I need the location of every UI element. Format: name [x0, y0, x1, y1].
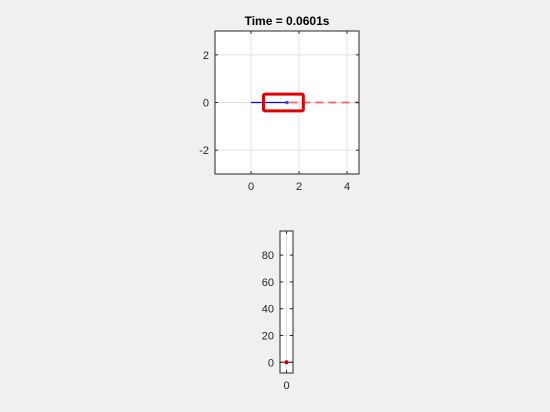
top-axes: 0 2 4 -2 0 2 Time = 0.0601s: [199, 14, 360, 193]
x-tick-label: 2: [296, 181, 302, 193]
bottom-axes: 00 20 40 60 80: [262, 230, 294, 392]
y-tick-label: 0: [268, 357, 274, 369]
y-tick-label: 0: [203, 98, 209, 110]
y-tick-label: -2: [199, 145, 209, 157]
y-tick-label: 40: [262, 304, 274, 316]
y-tick-label: 60: [262, 277, 274, 289]
y-tick-label: 80: [262, 250, 274, 262]
x-tick-label: 0: [283, 380, 289, 392]
y-tick-label: 20: [262, 330, 274, 342]
x-tick-label: 4: [344, 181, 350, 193]
value-marker: [284, 360, 289, 365]
position-marker: [285, 100, 289, 105]
plot-title: Time = 0.0601s: [245, 14, 330, 28]
y-tick-label: 2: [203, 50, 209, 62]
x-tick-label: 0: [248, 181, 254, 193]
vehicle-box: [261, 92, 305, 113]
